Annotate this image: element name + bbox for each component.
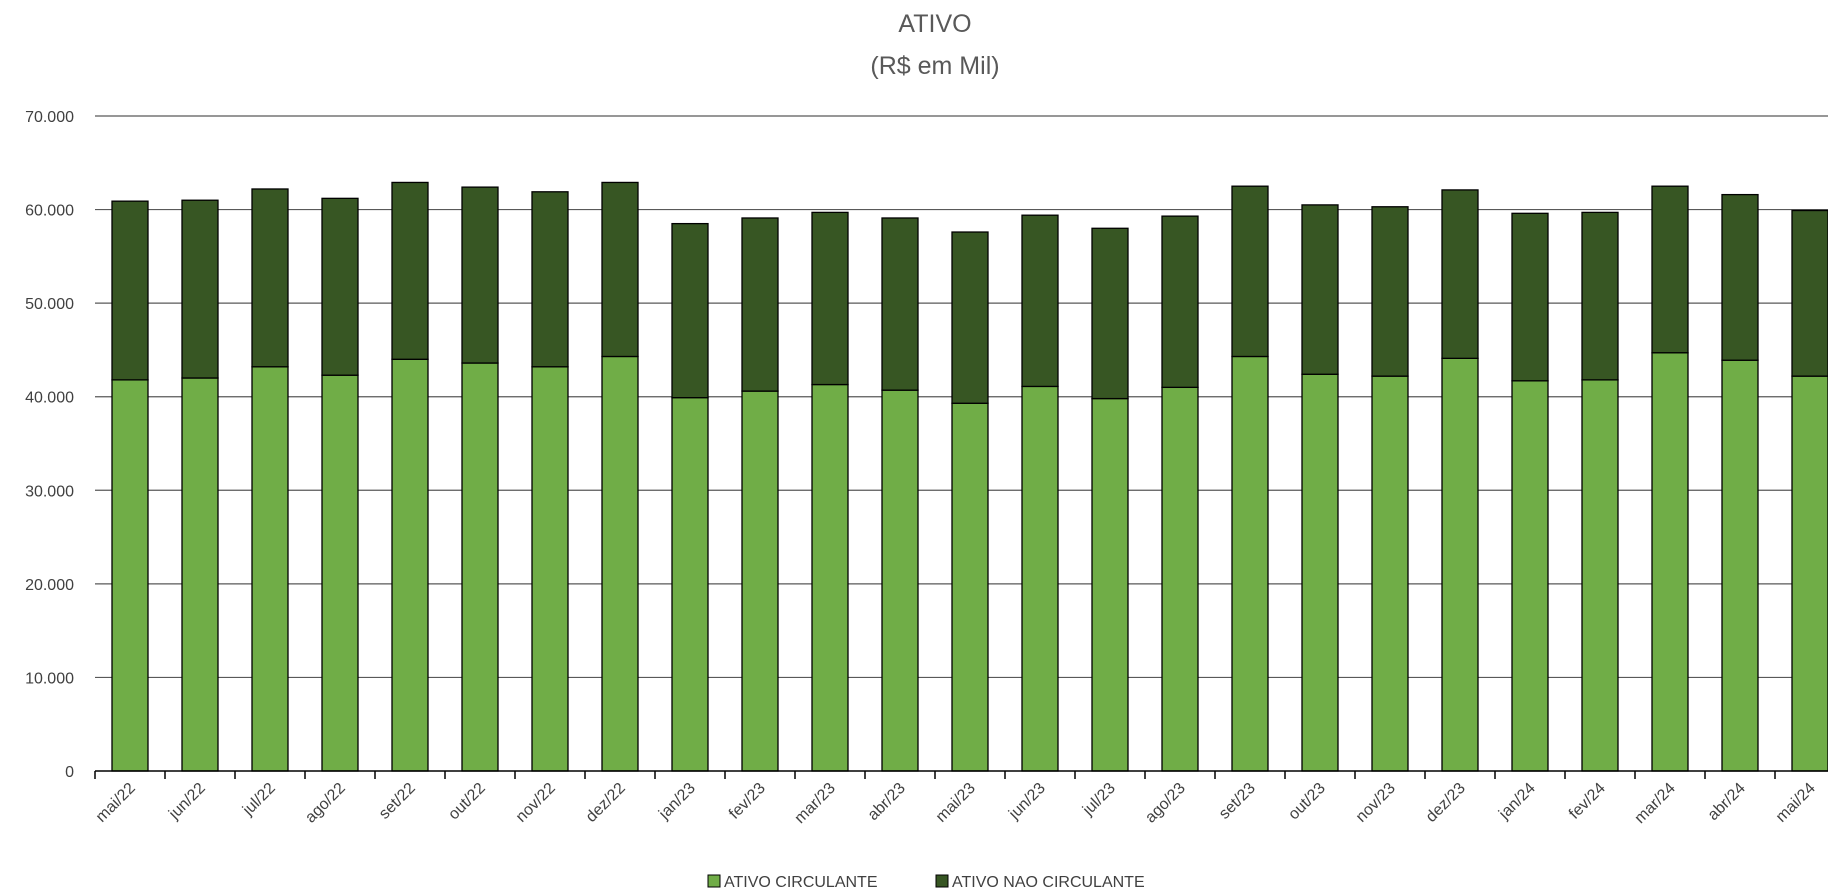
bar-ativo-nao-circulante <box>111 200 149 381</box>
bar-ativo-circulante <box>1441 357 1479 772</box>
bar-ativo-nao-circulante <box>1511 212 1549 382</box>
x-tick-label: fev/24 <box>1566 780 1609 823</box>
bar-ativo-nao-circulante <box>741 217 779 392</box>
bar-ativo-nao-circulante <box>1371 206 1409 377</box>
legend-label: ATIVO NAO CIRCULANTE <box>952 874 1145 891</box>
y-tick-label: 30.000 <box>25 483 74 500</box>
x-tick-label: jul/22 <box>239 780 279 820</box>
bars <box>111 181 1828 772</box>
bar-ativo-circulante <box>251 366 289 772</box>
bar-ativo-nao-circulante <box>391 181 429 360</box>
x-tick-label: dez/22 <box>583 780 629 826</box>
x-tick-label: fev/23 <box>726 780 769 823</box>
y-tick-label: 60.000 <box>25 203 74 220</box>
x-tick-label: ago/23 <box>1142 780 1189 827</box>
x-tick-label: ago/22 <box>302 780 349 827</box>
x-tick-label: mar/24 <box>1632 780 1679 827</box>
x-tick-label: out/23 <box>1285 780 1329 824</box>
bar-ativo-circulante <box>671 396 709 772</box>
y-tick-label: 10.000 <box>25 670 74 687</box>
bar-ativo-nao-circulante <box>1581 211 1619 381</box>
bar-ativo-nao-circulante <box>951 231 989 404</box>
x-tick-label: mar/23 <box>792 780 839 827</box>
bar-ativo-nao-circulante <box>671 222 709 399</box>
x-tick-label: set/23 <box>1216 780 1259 823</box>
bar-ativo-circulante <box>181 377 219 772</box>
bar-ativo-nao-circulante <box>1161 215 1199 389</box>
bar-ativo-circulante <box>1021 385 1059 772</box>
bar-ativo-nao-circulante <box>1021 214 1059 388</box>
x-tick-label: jun/23 <box>1005 780 1049 824</box>
bar-ativo-nao-circulante <box>881 217 919 391</box>
bar-ativo-nao-circulante <box>461 186 499 364</box>
x-tick-label: jun/22 <box>165 780 209 824</box>
legend-label: ATIVO CIRCULANTE <box>724 874 878 891</box>
chart-subtitle: (R$ em Mil) <box>870 52 999 80</box>
bar-ativo-circulante <box>1511 380 1549 772</box>
x-tick-label: jan/24 <box>1495 780 1539 824</box>
bar-ativo-nao-circulante <box>811 211 849 386</box>
bar-ativo-nao-circulante <box>1791 209 1828 377</box>
bar-ativo-circulante <box>1371 375 1409 772</box>
bar-ativo-circulante <box>1721 359 1759 772</box>
y-tick-label: 20.000 <box>25 577 74 594</box>
x-tick-label: jul/23 <box>1079 780 1119 820</box>
bar-ativo-circulante <box>1791 375 1828 772</box>
bar-ativo-circulante <box>741 390 779 772</box>
bar-ativo-nao-circulante <box>181 199 219 379</box>
x-tick-label: jan/23 <box>655 780 699 824</box>
y-tick-label: 50.000 <box>25 296 74 313</box>
bar-ativo-nao-circulante <box>1441 189 1479 360</box>
bar-ativo-circulante <box>461 362 499 772</box>
x-tick-label: abr/24 <box>1705 780 1749 824</box>
bar-ativo-nao-circulante <box>1651 185 1689 354</box>
bar-ativo-nao-circulante <box>251 188 289 368</box>
bar-ativo-nao-circulante <box>321 197 359 376</box>
x-axis: mai/22 jun/22 jul/22 ago/22 set/22 out/22 nov/… <box>93 770 1828 827</box>
bar-ativo-circulante <box>951 402 989 772</box>
bar-ativo-nao-circulante <box>601 181 639 358</box>
bar-ativo-nao-circulante <box>531 191 569 368</box>
legend-item-ativo-nao-circulante: ATIVO NAO CIRCULANTE <box>935 874 1145 891</box>
chart-title: ATIVO <box>898 10 971 38</box>
bar-ativo-circulante <box>111 379 149 772</box>
bar-ativo-nao-circulante <box>1301 204 1339 375</box>
bar-ativo-nao-circulante <box>1721 193 1759 361</box>
bar-ativo-circulante <box>601 355 639 772</box>
legend-item-ativo-circulante: ATIVO CIRCULANTE <box>707 874 878 891</box>
legend-swatch <box>707 874 721 888</box>
x-tick-label: out/22 <box>445 780 489 824</box>
x-tick-label: mai/22 <box>93 780 139 826</box>
x-tick-label: mai/24 <box>1773 780 1819 826</box>
x-tick-label: nov/22 <box>513 780 559 826</box>
x-tick-label: nov/23 <box>1353 780 1399 826</box>
x-tick-label: dez/23 <box>1423 780 1469 826</box>
bar-ativo-circulante <box>811 383 849 772</box>
bar-ativo-circulante <box>1091 397 1129 772</box>
legend-swatch <box>935 874 949 888</box>
bar-ativo-nao-circulante <box>1091 227 1129 400</box>
legend: ATIVO CIRCULANTE ATIVO NAO CIRCULANTE <box>707 874 1145 891</box>
bar-ativo-circulante <box>321 374 359 772</box>
bar-ativo-nao-circulante <box>1231 185 1269 358</box>
y-tick-label: 40.000 <box>25 390 74 407</box>
bar-ativo-circulante <box>1581 379 1619 772</box>
x-tick-label: mai/23 <box>933 780 979 826</box>
y-axis: 0 10.000 20.000 30.000 40.000 50.000 60.000 70.… <box>25 109 74 781</box>
bar-ativo-circulante <box>1231 355 1269 772</box>
bar-ativo-circulante <box>1651 352 1689 772</box>
bar-ativo-circulante <box>881 389 919 772</box>
x-tick-label: set/22 <box>376 780 419 823</box>
bar-ativo-circulante <box>1161 386 1199 772</box>
bar-ativo-circulante <box>391 358 429 772</box>
y-tick-label: 70.000 <box>25 109 74 126</box>
x-tick-label: abr/23 <box>865 780 909 824</box>
y-tick-label: 0 <box>65 764 74 781</box>
bar-ativo-circulante <box>1301 373 1339 772</box>
bar-ativo-circulante <box>531 366 569 772</box>
